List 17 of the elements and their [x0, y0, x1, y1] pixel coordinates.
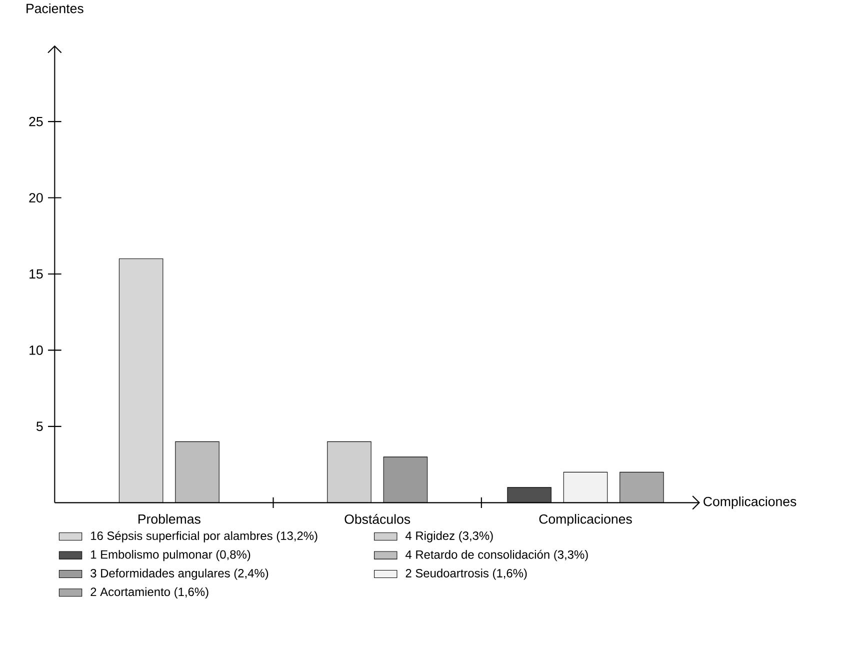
legend-label: 2 Seudoartrosis (1,6%): [406, 568, 527, 580]
y-axis-title: Pacientes: [26, 3, 84, 14]
y-tick-label: 5: [36, 422, 43, 432]
y-tick-label: 20: [29, 193, 43, 202]
x-axis-title: Complicaciones: [704, 496, 796, 509]
legend-label: 4 Retardo de consolidación (3,3%): [405, 550, 588, 562]
y-tick-label: 15: [30, 269, 43, 279]
x-tick-label: Obstáculos: [344, 514, 410, 524]
legend-label: 16 Sépsis superficial por alambres (13,2%): [91, 531, 318, 542]
x-tick-label: Complicaciones: [539, 514, 632, 526]
x-tick-label: Problemas: [138, 514, 200, 524]
y-tick-label: 10: [30, 346, 43, 355]
legend-label: 3 Deformidades angulares (2,4%): [90, 568, 268, 580]
legend-label: 2 Acortamiento (1,6%): [90, 587, 208, 598]
legend-label: 1 Embolismo pulmonar (0,8%): [91, 550, 250, 562]
y-tick-label: 25: [29, 116, 43, 126]
legend-label: 4 Rigidez (3,3%): [405, 531, 493, 542]
